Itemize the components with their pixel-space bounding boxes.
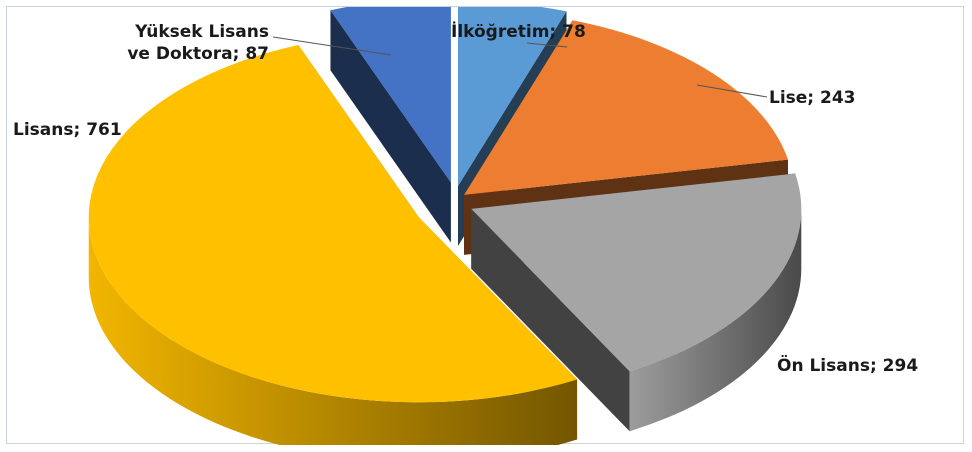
slice-cut-on-lisans-1 <box>471 208 630 432</box>
pie-tops <box>88 7 802 403</box>
slice-on-lisans[interactable] <box>471 173 802 372</box>
slice-lisans[interactable] <box>88 44 578 403</box>
label-on-lisans: Ön Lisans; 294 <box>777 354 918 376</box>
chart-frame: İlköğretim; 78 Lise; 243 Ön Lisans; 294 Lis… <box>6 6 964 445</box>
label-lisans: Lisans; 761 <box>13 120 122 140</box>
slice-labels: İlköğretim; 78 Lise; 243 Ön Lisans; 294 Lis… <box>13 20 918 376</box>
leader-yuksek-lisans-ve-doktora <box>272 36 392 56</box>
label-yuksek-lisans-ve-doktora: Yüksek Lisans ve Doktora; 87 <box>127 22 269 64</box>
leader-lines <box>272 36 768 98</box>
slice-cut-yuksek-lisans-ve-doktora-0 <box>330 10 451 243</box>
pie-chart: İlköğretim; 78 Lise; 243 Ön Lisans; 294 Lis… <box>13 7 918 445</box>
slice-wall-lisans <box>88 217 578 445</box>
leader-lise <box>696 84 768 98</box>
slice-lise[interactable] <box>464 20 788 195</box>
leader-i-lkogretim <box>526 42 568 48</box>
slice-yuksek-lisans-ve-doktora[interactable] <box>330 7 451 183</box>
label-i-lkogretim: İlköğretim; 78 <box>451 20 586 42</box>
slice-wall-on-lisans <box>629 208 802 432</box>
label-lise: Lise; 243 <box>769 88 856 108</box>
slice-i-lkogretim[interactable] <box>458 7 567 187</box>
